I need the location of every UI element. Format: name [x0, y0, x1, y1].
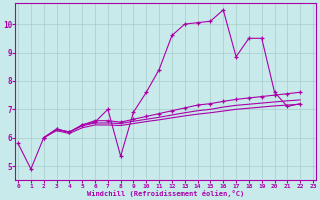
X-axis label: Windchill (Refroidissement éolien,°C): Windchill (Refroidissement éolien,°C) [87, 190, 244, 197]
